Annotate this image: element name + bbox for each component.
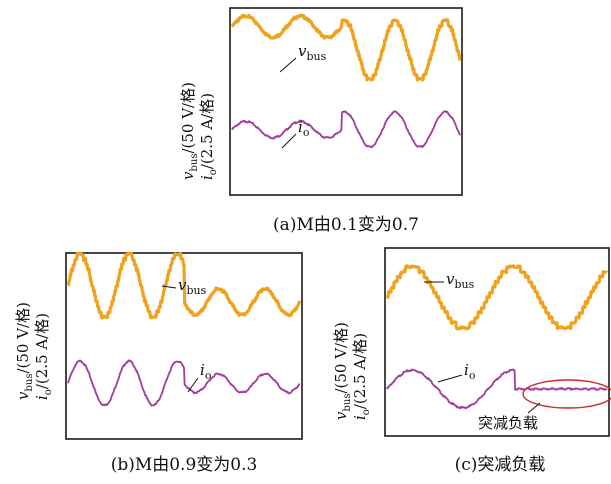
panel-c-ylabel-top: vbus/(50 V/格) xyxy=(332,322,353,420)
panel-b-io-trace xyxy=(67,359,301,407)
panel-a-frame xyxy=(229,7,463,196)
panel-c-vbus-label: vbus xyxy=(446,270,475,291)
panel-c-annotation-pointer xyxy=(527,402,541,414)
panel-b-vbus-label: vbus xyxy=(178,276,207,297)
panel-a: vbus/(50 V/格) io/(2.5 A/格) vbus io (a)M由… xyxy=(179,7,463,235)
panel-a-io-label: io xyxy=(298,118,310,139)
panel-b-ylabel-top: vbus/(50 V/格) xyxy=(14,302,35,400)
panel-b-io-label: io xyxy=(200,361,212,382)
panel-a-io-trace xyxy=(231,110,461,149)
panel-c-io-pointer xyxy=(437,374,463,383)
panel-b-vbus-pointer xyxy=(161,285,177,289)
panel-c-vbus-trace xyxy=(385,264,609,331)
panel-c-highlight-ellipse xyxy=(522,379,611,409)
panel-a-ylabel: vbus/(50 V/格) xyxy=(179,82,200,180)
panel-b-ylabel-bottom: io/(2.5 A/格) xyxy=(33,313,54,400)
panel-b: vbus/(50 V/格) io/(2.5 A/格) vbus io (b)M由… xyxy=(14,251,303,475)
panel-a-ylabel-2: io/(2.5 A/格) xyxy=(198,93,219,180)
panel-a-caption: (a)M由0.1变为0.7 xyxy=(273,215,419,235)
panel-a-vbus-pointer xyxy=(279,57,297,73)
panel-b-io-pointer xyxy=(187,377,199,393)
panel-a-vbus-trace xyxy=(230,13,462,82)
panel-c-caption: (c)突减负载 xyxy=(455,455,546,475)
panel-c-io-trace xyxy=(386,368,608,410)
panel-b-caption: (b)M由0.9变为0.3 xyxy=(111,455,258,475)
panel-c: vbus/(50 V/格) io/(2.5 A/格) vbus io 突减负载 … xyxy=(332,247,611,475)
panel-c-ylabel-bottom: io/(2.5 A/格) xyxy=(351,333,372,420)
panel-c-annotation: 突减负载 xyxy=(478,414,538,432)
panel-a-ylabel-top: vbus/(50 V/格) xyxy=(179,82,200,180)
panel-a-io-pointer xyxy=(281,133,297,149)
panel-c-io-label: io xyxy=(464,361,476,382)
panel-b-vbus-trace xyxy=(66,251,302,320)
panel-a-vbus-label: vbus xyxy=(298,42,327,63)
